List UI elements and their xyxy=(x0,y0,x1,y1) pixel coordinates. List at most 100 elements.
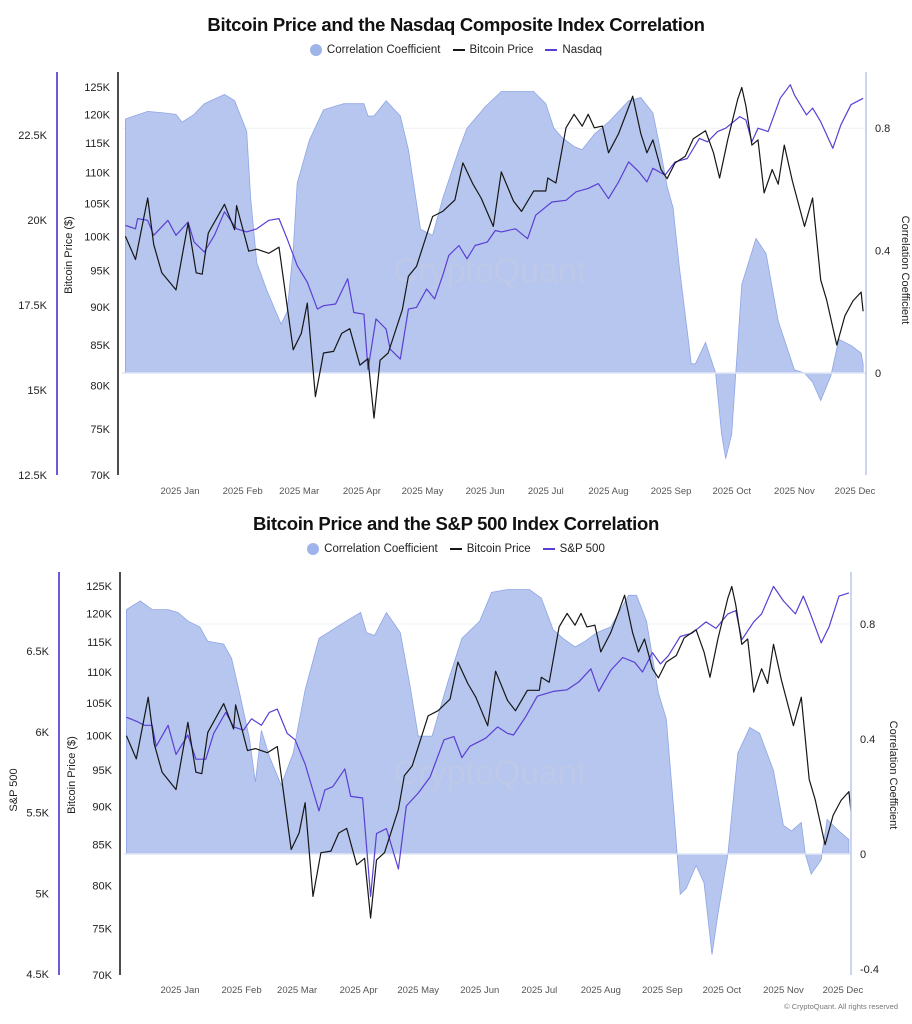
x-tick-label: 2025 Nov xyxy=(763,985,804,996)
legend-label: S&P 500 xyxy=(559,543,605,555)
btc-axis-title: Bitcoin Price ($) xyxy=(63,216,75,294)
btc-tick-label: 100K xyxy=(86,731,112,743)
correlation-area xyxy=(125,91,864,459)
legend-item-correlation[interactable]: Correlation Coefficient xyxy=(307,543,438,555)
correlation-axis-title: Correlation Coefficient xyxy=(887,721,899,830)
btc-axis-title: Bitcoin Price ($) xyxy=(66,736,78,814)
x-tick-label: 2025 Mar xyxy=(279,486,319,497)
x-tick-label: 2025 Dec xyxy=(823,985,864,996)
btc-tick-label: 100K xyxy=(84,231,110,243)
btc-tick-label: 115K xyxy=(87,637,113,649)
index-line xyxy=(126,585,850,898)
btc-tick-label: 90K xyxy=(92,801,112,813)
btc-tick-label: 125K xyxy=(84,82,110,94)
x-tick-label: 2025 Apr xyxy=(343,486,381,497)
index-tick-label: 6.5K xyxy=(26,646,49,658)
x-tick-label: 2025 Dec xyxy=(835,486,876,497)
legend-label: Correlation Coefficient xyxy=(324,543,438,555)
chart-0: CryptoQuant 125K 120K 115K 110K 105K 100K 95K 90… xyxy=(18,72,911,497)
index-tick-label: 15K xyxy=(27,385,47,397)
btc-tick-label: 75K xyxy=(90,424,110,436)
x-tick-label: 2025 Feb xyxy=(223,486,263,497)
btc-tick-label: 85K xyxy=(92,840,112,852)
chart-1: CryptoQuant 125K 120K 115K 110K 105K 100K 95K 90… xyxy=(8,572,899,996)
btc-tick-label: 75K xyxy=(92,924,112,936)
correlation-axis-title: Correlation Coefficient xyxy=(899,216,911,325)
correlation-tick-label: 0.4 xyxy=(875,246,890,258)
correlation-tick-label: 0.4 xyxy=(860,734,875,746)
btc-tick-label: 95K xyxy=(92,765,112,777)
correlation-tick-label: -0.4 xyxy=(860,964,879,976)
index-tick-label: 12.5K xyxy=(18,470,47,482)
btc-tick-label: 125K xyxy=(86,581,112,593)
index-axis-title: S&P 500 xyxy=(8,768,20,811)
legend-item-bitcoin[interactable]: Bitcoin Price xyxy=(449,543,531,555)
x-tick-label: 2025 May xyxy=(402,486,444,497)
x-tick-label: 2025 Jun xyxy=(466,486,505,497)
correlation-tick-label: 0 xyxy=(875,368,881,380)
circle-marker-icon xyxy=(307,543,320,555)
index-tick-label: 5K xyxy=(36,888,50,900)
correlation-tick-label: 0 xyxy=(860,849,866,861)
legend-label: Bitcoin Price xyxy=(466,543,531,555)
legend-label: Bitcoin Price xyxy=(469,44,534,56)
x-tick-label: 2025 Jul xyxy=(528,486,564,497)
bitcoin-price-line xyxy=(125,585,852,919)
btc-tick-label: 70K xyxy=(92,970,112,982)
legend-item-nasdaq[interactable]: Nasdaq xyxy=(545,44,602,56)
x-tick-label: 2025 Apr xyxy=(340,985,378,996)
btc-tick-label: 105K xyxy=(86,698,112,710)
btc-tick-label: 120K xyxy=(86,608,112,620)
btc-tick-label: 115K xyxy=(85,138,111,150)
btc-tick-label: 95K xyxy=(90,266,110,278)
x-tick-label: 2025 Oct xyxy=(703,985,742,996)
legend-item-correlation[interactable]: Correlation Coefficient xyxy=(309,44,441,56)
btc-tick-label: 80K xyxy=(90,381,110,393)
correlation-tick-label: 0.8 xyxy=(875,123,890,135)
btc-tick-label: 105K xyxy=(84,199,110,211)
x-tick-label: 2025 Aug xyxy=(588,486,628,497)
x-tick-label: 2025 Sep xyxy=(642,985,683,996)
btc-tick-label: 120K xyxy=(84,109,110,121)
legend-label: Correlation Coefficient xyxy=(326,44,441,56)
chart-title-sp500: Bitcoin Price and the S&P 500 Index Corr… xyxy=(252,513,660,534)
x-tick-label: 2025 Mar xyxy=(277,985,317,996)
btc-tick-label: 80K xyxy=(92,880,112,892)
x-tick-label: 2025 Jul xyxy=(521,985,557,996)
line-marker-icon xyxy=(449,548,462,550)
x-tick-label: 2025 Feb xyxy=(221,985,261,996)
btc-tick-label: 110K xyxy=(85,168,111,180)
x-tick-label: 2025 Jan xyxy=(160,985,199,996)
legend-item-sp500[interactable]: S&P 500 xyxy=(542,543,605,555)
circle-marker-icon xyxy=(309,44,322,56)
line-marker-icon xyxy=(542,548,555,550)
chart-title-nasdaq: Bitcoin Price and the Nasdaq Composite I… xyxy=(207,14,705,35)
x-tick-label: 2025 Jun xyxy=(460,985,499,996)
x-tick-label: 2025 Jan xyxy=(160,486,199,497)
correlation-area xyxy=(126,589,850,955)
x-tick-label: 2025 Oct xyxy=(712,486,751,497)
btc-tick-label: 70K xyxy=(90,470,110,482)
legend-sp500: Correlation Coefficient Bitcoin Price S&… xyxy=(0,543,912,555)
watermark: CryptoQuant xyxy=(394,252,587,290)
x-tick-label: 2025 Aug xyxy=(581,985,621,996)
index-line xyxy=(125,84,864,370)
copyright: © CryptoQuant. All rights reserved xyxy=(784,1002,898,1011)
index-tick-label: 5.5K xyxy=(26,808,49,820)
legend-label: Nasdaq xyxy=(562,44,603,56)
line-marker-icon xyxy=(545,49,558,51)
correlation-tick-label: 0.8 xyxy=(860,619,875,631)
btc-tick-label: 85K xyxy=(90,340,110,352)
index-tick-label: 20K xyxy=(27,215,47,227)
legend-item-bitcoin[interactable]: Bitcoin Price xyxy=(452,44,534,56)
index-tick-label: 17.5K xyxy=(18,300,47,312)
line-marker-icon xyxy=(452,49,465,51)
index-tick-label: 4.5K xyxy=(26,969,49,981)
btc-tick-label: 90K xyxy=(90,302,110,314)
index-tick-label: 6K xyxy=(36,727,50,739)
index-tick-label: 22.5K xyxy=(18,130,47,142)
bitcoin-price-line xyxy=(124,86,864,419)
x-tick-label: 2025 Nov xyxy=(774,486,815,497)
x-tick-label: 2025 Sep xyxy=(651,486,692,497)
